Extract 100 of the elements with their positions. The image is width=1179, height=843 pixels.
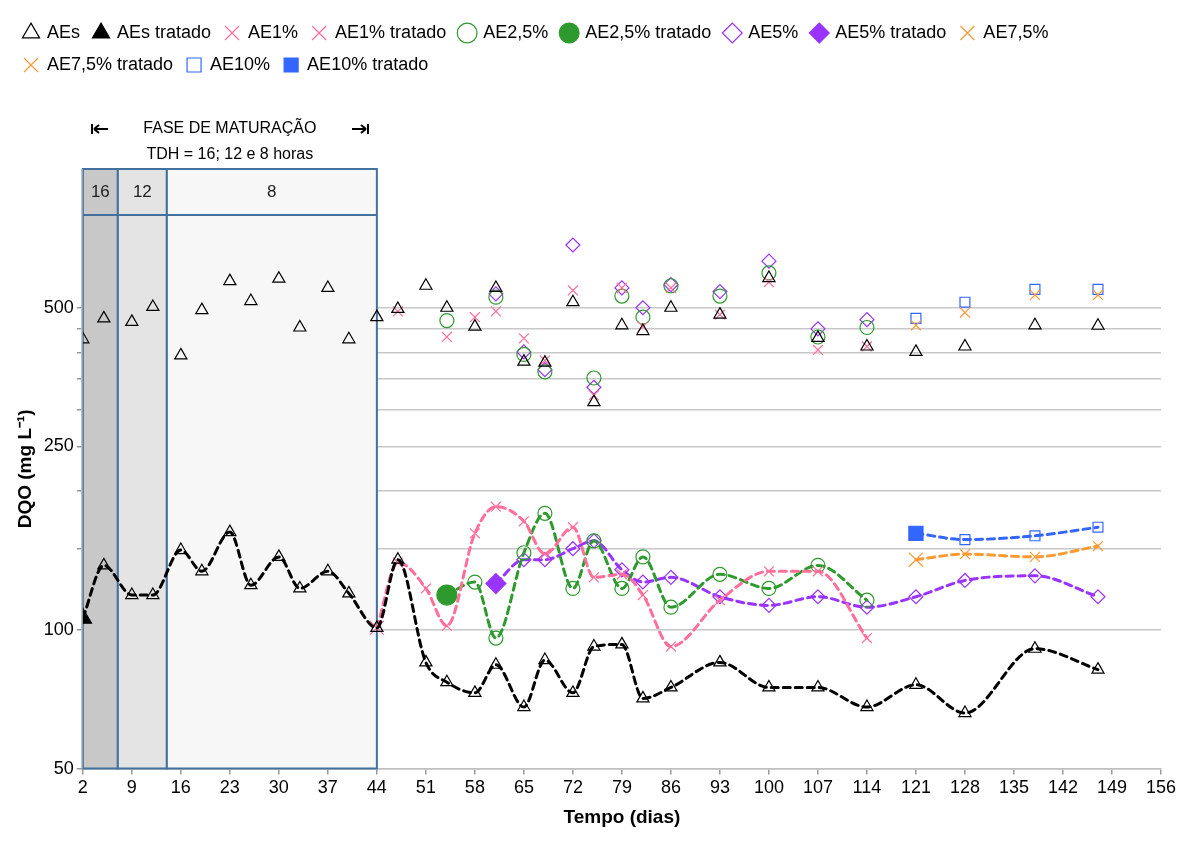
point (223, 273, 237, 286)
point (761, 265, 777, 281)
point (712, 283, 728, 300)
point (664, 300, 678, 312)
y-tick-label: 250 (43, 435, 74, 456)
point (440, 674, 454, 687)
point (616, 568, 628, 580)
x-tick-label: 121 (900, 777, 931, 798)
point (1092, 289, 1104, 301)
point (635, 574, 651, 590)
point (370, 309, 384, 322)
point (146, 587, 160, 600)
point (712, 589, 728, 605)
x-tick-label: 128 (949, 777, 980, 798)
point (321, 280, 335, 293)
point (586, 370, 602, 386)
point (614, 580, 630, 597)
point (587, 638, 601, 651)
point (713, 654, 727, 667)
x-tick-label: 86 (660, 777, 681, 798)
point (1029, 289, 1041, 301)
point (125, 314, 139, 326)
point (810, 589, 826, 605)
point (566, 294, 580, 307)
point (909, 344, 923, 356)
point (223, 524, 237, 537)
point (517, 699, 531, 712)
point (272, 549, 286, 561)
x-tick-label: 2 (77, 777, 88, 798)
legend-label: AE2,5% tratado (585, 21, 712, 42)
point (959, 534, 971, 546)
point (293, 319, 307, 332)
point (762, 679, 776, 692)
legend-label: AE7,5% (983, 21, 1049, 42)
point (1029, 283, 1041, 295)
legend-label: AE2,5% (483, 21, 549, 42)
x-tick-label: 16 (170, 777, 191, 798)
point (469, 527, 481, 539)
point (419, 278, 433, 290)
point (146, 299, 160, 312)
legend-label: AEs (47, 21, 81, 42)
point (663, 599, 679, 615)
point (635, 300, 651, 316)
x-tick-label: 79 (611, 777, 632, 798)
point (537, 552, 553, 568)
point (810, 557, 826, 573)
point (908, 589, 924, 605)
point (812, 344, 824, 356)
point (391, 301, 405, 314)
point (1028, 641, 1042, 653)
point (517, 354, 531, 366)
point (665, 641, 677, 653)
x-tick-label: 65 (513, 777, 534, 798)
point (810, 321, 826, 337)
point (565, 541, 581, 557)
x-tick-label: 72 (562, 777, 583, 798)
point (614, 288, 630, 304)
point (588, 389, 600, 401)
point (712, 288, 728, 304)
point (518, 515, 530, 527)
point (174, 347, 188, 360)
x-tick-label: 107 (802, 777, 833, 798)
y-axis-title: DQO (mg L⁻¹) (13, 409, 35, 529)
point (490, 501, 502, 513)
x-tick-label: 114 (852, 777, 882, 798)
point (468, 685, 482, 697)
point (537, 505, 553, 521)
point (1092, 521, 1104, 533)
point (1092, 283, 1104, 295)
point (958, 338, 972, 351)
point (195, 302, 209, 315)
point (959, 296, 971, 308)
point (811, 679, 825, 692)
point (125, 587, 139, 600)
point (1090, 589, 1106, 605)
point (538, 652, 552, 665)
point (391, 552, 405, 564)
point (637, 589, 649, 601)
band-label: 8 (267, 181, 277, 201)
point (959, 548, 971, 560)
point (761, 597, 777, 613)
point (1029, 551, 1041, 563)
x-tick-label: 93 (709, 777, 730, 798)
point (420, 582, 432, 594)
point (1029, 530, 1041, 542)
point (1092, 540, 1104, 552)
point (959, 307, 971, 319)
point (244, 293, 258, 306)
point (714, 594, 726, 606)
legend-label: AE10% tratado (307, 53, 429, 74)
point (910, 319, 922, 331)
point (467, 574, 483, 590)
point (489, 280, 503, 293)
x-tick-label: 149 (1096, 777, 1127, 798)
legend-label: AEs tratado (117, 21, 212, 42)
y-tick-label: 500 (43, 296, 74, 317)
point (441, 620, 453, 632)
x-tick-label: 9 (126, 777, 137, 798)
point (957, 572, 973, 589)
y-tick-label: 100 (43, 618, 74, 639)
